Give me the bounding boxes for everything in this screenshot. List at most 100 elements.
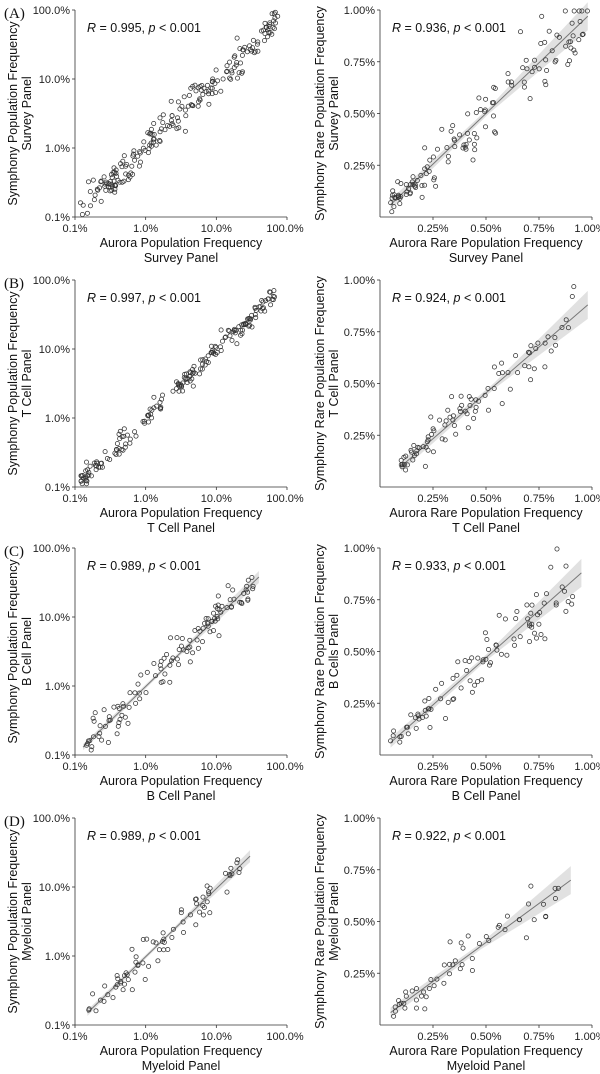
data-point	[457, 966, 463, 972]
data-point	[200, 912, 206, 918]
stat-r-value: = 0.936,	[401, 21, 450, 35]
data-point	[271, 26, 277, 32]
data-point	[459, 962, 465, 968]
data-point	[187, 378, 193, 384]
data-point	[269, 11, 275, 17]
data-point	[493, 642, 499, 648]
data-point	[118, 161, 124, 167]
data-point	[231, 54, 237, 60]
data-point	[465, 130, 470, 136]
data-point	[444, 145, 450, 151]
data-point	[117, 436, 123, 442]
data-point	[258, 308, 264, 314]
data-point	[570, 594, 576, 600]
data-point	[103, 187, 109, 193]
data-point	[239, 331, 245, 337]
data-point	[224, 889, 230, 895]
y-tick-label: 10.0%	[39, 74, 70, 86]
data-point	[255, 39, 261, 45]
data-point	[215, 593, 221, 599]
data-point	[255, 48, 261, 54]
data-point	[146, 419, 151, 425]
data-point	[83, 474, 89, 480]
y-tick-label: 0.50%	[344, 917, 375, 929]
data-point	[392, 1004, 398, 1010]
data-point	[260, 27, 266, 33]
data-point	[174, 635, 180, 641]
data-point	[542, 78, 548, 84]
data-point	[107, 717, 113, 723]
data-point	[450, 123, 456, 129]
data-point	[157, 138, 163, 144]
data-point	[476, 941, 482, 947]
y-tick-label: 0.50%	[344, 109, 375, 121]
data-point	[183, 371, 189, 377]
x-axis-subtitle: Survey Panel	[449, 251, 523, 265]
stat-p-label: p	[145, 21, 155, 35]
data-point	[526, 621, 532, 627]
data-point	[209, 91, 215, 97]
data-point	[113, 452, 119, 457]
data-point	[142, 977, 148, 982]
data-point	[160, 392, 165, 398]
data-point	[145, 150, 151, 156]
data-point	[92, 710, 98, 716]
data-point	[102, 723, 108, 729]
data-point	[168, 635, 173, 641]
data-point	[261, 305, 266, 311]
data-point	[476, 398, 482, 404]
data-point	[256, 304, 262, 310]
correlation-annotation: R = 0.995, p < 0.001	[87, 21, 201, 35]
data-point	[114, 731, 120, 737]
data-point	[205, 82, 210, 88]
fit-line	[390, 879, 572, 1013]
data-point	[214, 614, 220, 619]
data-point	[144, 936, 150, 942]
data-point	[93, 467, 99, 473]
data-point	[122, 444, 128, 450]
data-point	[239, 52, 245, 58]
data-point	[195, 103, 201, 109]
data-point	[247, 316, 252, 322]
data-point	[491, 386, 497, 391]
data-point	[524, 66, 530, 72]
data-point	[473, 404, 479, 410]
data-point	[569, 294, 575, 299]
data-point	[458, 393, 464, 399]
data-point	[109, 175, 115, 180]
data-point	[113, 447, 119, 452]
data-point	[445, 407, 451, 413]
stat-r-value: = 0.924,	[401, 291, 450, 305]
data-point	[137, 696, 143, 702]
data-point	[228, 865, 234, 871]
data-point	[554, 546, 560, 552]
data-point	[198, 366, 203, 372]
data-point	[117, 717, 123, 722]
y-tick-label: 0.1%	[45, 1020, 70, 1032]
data-point	[486, 647, 491, 652]
data-point	[483, 934, 489, 940]
data-point	[120, 987, 126, 993]
data-point	[565, 325, 571, 331]
data-point	[144, 669, 150, 675]
data-point	[194, 637, 200, 643]
data-point	[161, 936, 167, 942]
data-point	[245, 316, 251, 322]
data-point	[187, 644, 193, 650]
data-point	[215, 616, 221, 622]
data-point	[511, 636, 517, 642]
data-point	[467, 678, 473, 684]
data-point	[413, 725, 419, 731]
correlation-annotation: R = 0.989, p < 0.001	[87, 829, 201, 843]
data-point	[183, 113, 189, 119]
data-point	[126, 704, 132, 710]
data-point	[113, 170, 119, 176]
data-point	[88, 747, 94, 753]
data-point	[249, 324, 255, 330]
y-tick-label: 100.0%	[33, 543, 71, 555]
data-point	[167, 679, 173, 685]
y-axis-subtitle: Myeloid Panel	[20, 882, 34, 961]
y-tick-label: 10.0%	[39, 882, 70, 894]
data-point	[398, 181, 404, 186]
data-point	[198, 357, 204, 363]
